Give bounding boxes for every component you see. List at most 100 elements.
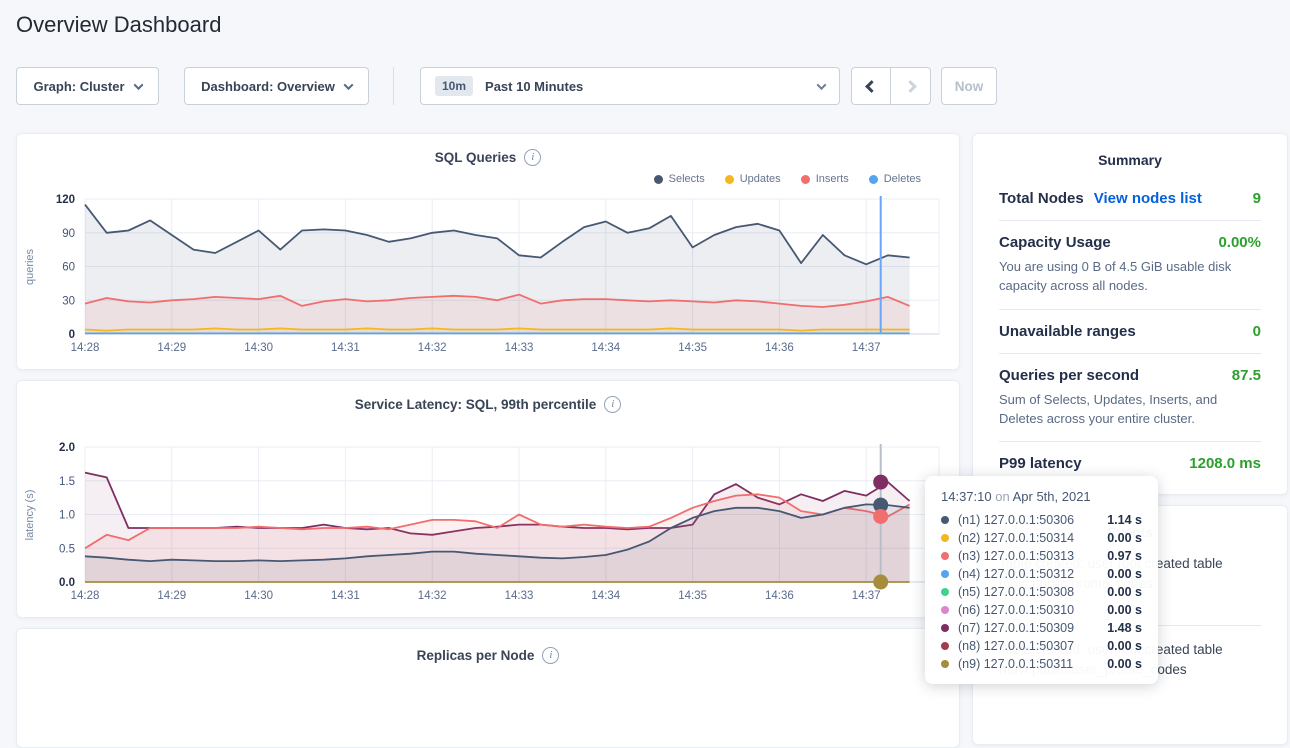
summary-row-label: Unavailable ranges bbox=[999, 322, 1136, 340]
now-button[interactable]: Now bbox=[941, 67, 997, 105]
chart-title: Service Latency: SQL, 99th percentile bbox=[354, 396, 597, 412]
svg-text:14:29: 14:29 bbox=[157, 590, 186, 602]
svg-text:2.0: 2.0 bbox=[59, 442, 75, 454]
legend-item[interactable]: Deletes bbox=[868, 173, 921, 185]
dashboard-dropdown[interactable]: Dashboard: Overview bbox=[184, 67, 369, 105]
summary-row: Total Nodes View nodes list 9 bbox=[999, 177, 1261, 220]
chevron-left-icon bbox=[864, 79, 878, 93]
node-color-dot-icon bbox=[941, 516, 949, 524]
service-latency-chart[interactable]: 0.0 0.5 1.0 1.5 2.0 14:28 14:29 14:30 14:31 14:32… bbox=[19, 438, 959, 610]
tooltip-node-row: (n9) 127.0.0.1:50311 0.00 s bbox=[941, 655, 1142, 673]
summary-row-value: 9 bbox=[1252, 190, 1261, 207]
summary-row-value: 1208.0 ms bbox=[1189, 455, 1261, 473]
svg-text:1.0: 1.0 bbox=[59, 510, 75, 522]
summary-title: Summary bbox=[1098, 152, 1162, 168]
info-icon[interactable]: i bbox=[542, 646, 560, 664]
chart-title: SQL Queries bbox=[434, 149, 517, 165]
tooltip-node-row: (n5) 127.0.0.1:50308 0.00 s bbox=[941, 583, 1142, 601]
chevron-down-icon bbox=[343, 79, 354, 90]
chevron-right-icon bbox=[904, 79, 917, 93]
node-color-dot-icon bbox=[941, 552, 949, 560]
svg-text:60: 60 bbox=[62, 262, 75, 274]
time-range-label: Past 10 Minutes bbox=[485, 78, 584, 94]
svg-text:queries: queries bbox=[24, 248, 36, 285]
summary-rows: Total Nodes View nodes list 9 Capacity Usag… bbox=[999, 177, 1261, 485]
tooltip-node-row: (n1) 127.0.0.1:50306 1.14 s bbox=[941, 511, 1142, 529]
node-color-dot-icon bbox=[941, 642, 949, 650]
view-nodes-list-link[interactable]: View nodes list bbox=[1093, 190, 1202, 207]
node-color-dot-icon bbox=[941, 534, 949, 542]
node-color-dot-icon bbox=[941, 588, 949, 596]
svg-text:0.5: 0.5 bbox=[59, 543, 75, 555]
summary-row: P99 latency 1208.0 ms bbox=[999, 441, 1261, 485]
chevron-down-icon bbox=[816, 79, 827, 90]
svg-text:14:32: 14:32 bbox=[418, 342, 447, 354]
summary-row-note: You are using 0 B of 4.5 GiB usable disk… bbox=[999, 259, 1232, 293]
tooltip-node-row: (n4) 127.0.0.1:50312 0.00 s bbox=[941, 565, 1142, 583]
svg-text:14:36: 14:36 bbox=[765, 342, 794, 354]
tooltip-node-row: (n8) 127.0.0.1:50307 0.00 s bbox=[941, 637, 1142, 655]
node-color-dot-icon bbox=[941, 570, 949, 578]
info-icon[interactable]: i bbox=[604, 395, 622, 413]
time-range-picker[interactable]: 10m Past 10 Minutes bbox=[420, 67, 840, 105]
svg-text:90: 90 bbox=[62, 228, 75, 240]
svg-text:14:33: 14:33 bbox=[505, 590, 534, 602]
time-range-badge: 10m bbox=[435, 76, 474, 96]
prev-time-button[interactable] bbox=[851, 67, 891, 105]
svg-text:30: 30 bbox=[62, 295, 75, 307]
summary-row-note: Sum of Selects, Updates, Inserts, and De… bbox=[999, 391, 1218, 426]
chart-hover-tooltip: 14:37:10 on Apr 5th, 2021 (n1) 127.0.0.1… bbox=[925, 476, 1158, 684]
summary-panel: Summary Total Nodes View nodes list 9 Capac… bbox=[972, 133, 1288, 495]
sql-queries-chart-card: SQL Queries i Selects Updates Inserts Delet… bbox=[16, 133, 960, 370]
sql-queries-chart[interactable]: 0 30 60 90 120 14:28 14:29 14:30 14:31 14:32 14:33… bbox=[19, 190, 959, 362]
svg-text:14:34: 14:34 bbox=[591, 342, 620, 354]
legend-item[interactable]: Inserts bbox=[800, 173, 849, 185]
dashboard-controls: Graph: Cluster Dashboard: Overview 10m P… bbox=[16, 67, 997, 105]
tooltip-node-row: (n3) 127.0.0.1:50313 0.97 s bbox=[941, 547, 1142, 565]
charts-column: SQL Queries i Selects Updates Inserts Delet… bbox=[16, 133, 960, 748]
svg-text:latency (s): latency (s) bbox=[24, 490, 36, 541]
info-icon[interactable]: i bbox=[524, 148, 542, 166]
chart-legend: Selects Updates Inserts Deletes bbox=[17, 166, 959, 190]
summary-row: Queries per second 87.5 Sum of Selects, Up… bbox=[999, 352, 1261, 442]
dashboard-dropdown-label: Dashboard: Overview bbox=[201, 78, 335, 94]
svg-text:14:29: 14:29 bbox=[157, 342, 186, 354]
legend-dot-icon bbox=[724, 174, 734, 184]
node-color-dot-icon bbox=[941, 624, 949, 632]
svg-text:0.0: 0.0 bbox=[59, 577, 75, 589]
node-color-dot-icon bbox=[941, 606, 949, 614]
tooltip-timestamp: 14:37:10 on Apr 5th, 2021 bbox=[941, 489, 1091, 504]
summary-row: Capacity Usage 0.00% You are using 0 B of … bbox=[999, 220, 1261, 309]
summary-row-value: 0 bbox=[1252, 322, 1261, 340]
legend-dot-icon bbox=[653, 174, 663, 184]
summary-row-label: Queries per second bbox=[999, 366, 1140, 384]
replicas-per-node-chart-card: Replicas per Node i bbox=[16, 628, 960, 748]
summary-row-label: Total Nodes bbox=[999, 190, 1084, 207]
legend-item[interactable]: Selects bbox=[653, 173, 705, 185]
svg-text:14:31: 14:31 bbox=[331, 590, 360, 602]
tooltip-node-row: (n7) 127.0.0.1:50309 1.48 s bbox=[941, 619, 1142, 637]
tooltip-node-row: (n6) 127.0.0.1:50310 0.00 s bbox=[941, 601, 1142, 619]
svg-text:14:34: 14:34 bbox=[591, 590, 620, 602]
svg-text:14:32: 14:32 bbox=[418, 590, 447, 602]
summary-row-value: 0.00% bbox=[1218, 234, 1261, 251]
svg-text:14:36: 14:36 bbox=[765, 590, 794, 602]
svg-text:14:30: 14:30 bbox=[244, 342, 273, 354]
page-title: Overview Dashboard bbox=[16, 12, 222, 37]
graph-dropdown-label: Graph: Cluster bbox=[33, 78, 125, 94]
svg-text:14:28: 14:28 bbox=[71, 342, 100, 354]
next-time-button[interactable] bbox=[891, 67, 931, 105]
svg-text:14:28: 14:28 bbox=[71, 590, 100, 602]
svg-text:14:30: 14:30 bbox=[244, 590, 273, 602]
chart-title: Replicas per Node bbox=[416, 647, 535, 663]
controls-divider bbox=[393, 67, 394, 105]
svg-text:120: 120 bbox=[56, 194, 75, 206]
svg-text:1.5: 1.5 bbox=[59, 476, 75, 488]
graph-dropdown[interactable]: Graph: Cluster bbox=[16, 67, 159, 105]
svg-text:14:37: 14:37 bbox=[852, 342, 881, 354]
legend-dot-icon bbox=[800, 174, 810, 184]
legend-dot-icon bbox=[868, 174, 878, 184]
node-color-dot-icon bbox=[941, 660, 949, 668]
chevron-down-icon bbox=[133, 79, 143, 90]
legend-item[interactable]: Updates bbox=[724, 173, 781, 185]
